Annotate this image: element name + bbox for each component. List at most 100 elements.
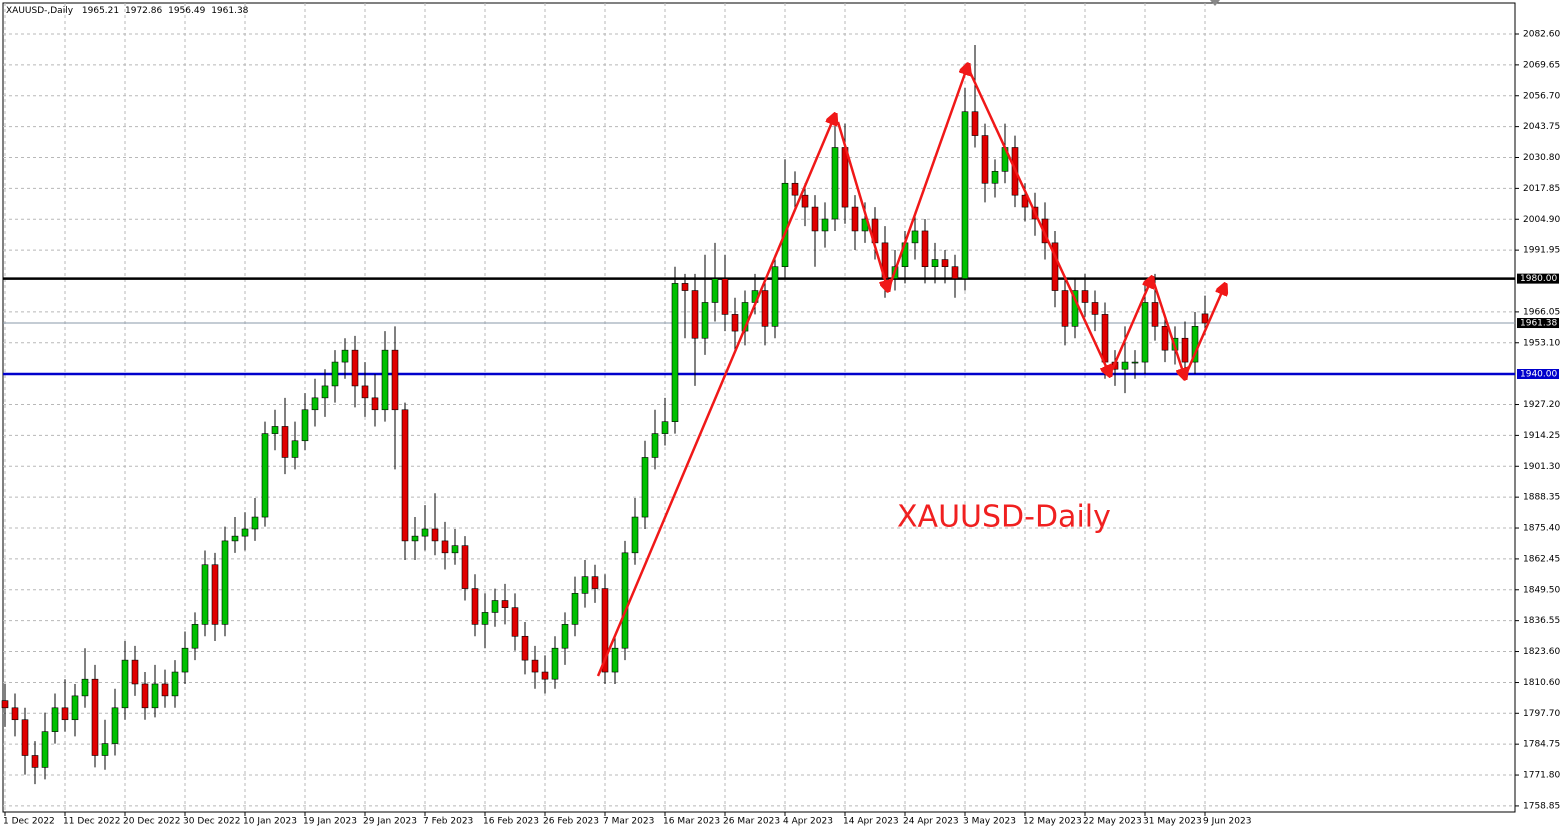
candle-body	[21, 719, 29, 756]
y-tick-label: 1849.50	[1523, 585, 1560, 595]
x-tick-label: 9 Jun 2023	[1203, 817, 1251, 827]
candle-body	[491, 600, 499, 613]
candle-body	[981, 135, 989, 184]
x-tick-label: 4 Apr 2023	[783, 817, 833, 827]
candle-body	[141, 683, 149, 709]
candle-body	[511, 607, 519, 637]
candle-body	[181, 647, 189, 673]
y-tick-label: 2082.60	[1523, 29, 1560, 39]
candle-body	[351, 349, 359, 387]
y-tick-label: 1914.25	[1523, 431, 1560, 441]
candle-body	[291, 440, 299, 458]
candle-body	[201, 564, 209, 625]
y-tick-label: 2017.85	[1523, 184, 1560, 194]
candle-body	[391, 349, 399, 411]
header-low: 1956.49	[168, 6, 205, 16]
candle-body	[401, 409, 409, 542]
candle-body	[271, 426, 279, 434]
candle-body	[831, 147, 839, 220]
y-tick-label: 1836.55	[1523, 616, 1560, 626]
candle-body	[1131, 361, 1139, 364]
y-tick-label: 1966.05	[1523, 307, 1560, 317]
candle-body	[471, 588, 479, 625]
candle-body	[221, 540, 229, 625]
arrow	[1110, 278, 1152, 371]
y-tick-label: 2069.65	[1523, 60, 1560, 70]
candle-body	[541, 671, 549, 680]
x-tick-label: 16 Mar 2023	[663, 817, 720, 827]
price-label-box	[1517, 273, 1559, 284]
candle-body	[1181, 337, 1189, 363]
symbol: XAUUSD-,Daily	[6, 6, 74, 16]
candle-body	[1021, 194, 1029, 208]
x-tick-label: 26 Feb 2023	[543, 817, 599, 827]
candle-body	[311, 397, 319, 411]
candle-body	[1141, 302, 1149, 363]
y-tick-label: 1771.80	[1523, 771, 1560, 781]
candle-body	[941, 259, 949, 268]
candle-body	[1, 700, 9, 709]
x-tick-label: 1 Dec 2022	[3, 817, 55, 827]
candle-body	[101, 743, 109, 756]
candle-body	[721, 278, 729, 315]
candle-body	[641, 457, 649, 518]
grid: 1758.85 1771.80 1784.75 1797.70 1810.60 1823.…	[3, 3, 1560, 827]
annotation: XAUUSD-Daily	[897, 500, 1111, 535]
arrow	[1152, 282, 1185, 378]
y-tick-label: 1810.60	[1523, 678, 1560, 688]
candle-body	[301, 409, 309, 442]
x-tick-label: 26 Mar 2023	[723, 817, 780, 827]
candle-body	[121, 659, 129, 709]
y-tick-label: 1784.75	[1523, 740, 1560, 750]
candle-body	[11, 707, 19, 721]
candle-body	[591, 576, 599, 589]
pattern-arrows	[596, 65, 1225, 677]
candle-body	[771, 266, 779, 327]
candle-body	[111, 707, 119, 744]
candle-body	[361, 385, 369, 399]
candle-body	[921, 230, 929, 268]
candle-body	[991, 171, 999, 184]
candle-body	[1151, 302, 1159, 327]
candle-body	[581, 576, 589, 594]
candle-body	[521, 635, 529, 661]
y-tick-label: 2056.70	[1523, 91, 1560, 101]
x-tick-label: 20 Dec 2022	[123, 817, 181, 827]
y-tick-label: 2043.75	[1523, 122, 1560, 132]
price-label: 1961.38	[1520, 319, 1557, 329]
y-tick-label: 1901.30	[1523, 462, 1560, 472]
candle-body	[821, 218, 829, 232]
candle-body	[911, 230, 919, 244]
price-label: 1980.00	[1520, 274, 1557, 284]
candle-body	[661, 421, 669, 434]
candle-body	[431, 528, 439, 542]
x-tick-label: 22 May 2023	[1083, 817, 1142, 827]
candle-body	[41, 731, 49, 768]
candle-body	[761, 290, 769, 327]
x-tick-label: 24 Apr 2023	[903, 817, 959, 827]
x-tick-label: 16 Feb 2023	[483, 817, 539, 827]
y-tick-label: 2030.80	[1523, 153, 1560, 163]
y-tick-label: 1823.60	[1523, 647, 1560, 657]
y-tick-label: 1875.40	[1523, 524, 1560, 534]
candle-body	[251, 516, 259, 530]
x-tick-label: 31 May 2023	[1143, 817, 1202, 827]
header-close: 1961.38	[211, 6, 248, 16]
candle-body	[691, 290, 699, 339]
candle-body	[531, 659, 539, 673]
candle-body	[791, 182, 799, 196]
candle-body	[701, 302, 709, 339]
candle-body	[211, 564, 219, 625]
candle-body	[731, 314, 739, 332]
candle-body	[281, 426, 289, 458]
candle-body	[1101, 314, 1109, 363]
x-tick-label: 14 Apr 2023	[843, 817, 899, 827]
y-tick-label: 2004.90	[1523, 215, 1560, 225]
candle-body	[331, 361, 339, 387]
candle-body	[971, 111, 979, 136]
x-tick-label: 7 Feb 2023	[423, 817, 473, 827]
x-tick-label: 10 Jan 2023	[243, 817, 297, 827]
candle-body	[371, 397, 379, 411]
y-tick-label: 1991.95	[1523, 246, 1560, 256]
